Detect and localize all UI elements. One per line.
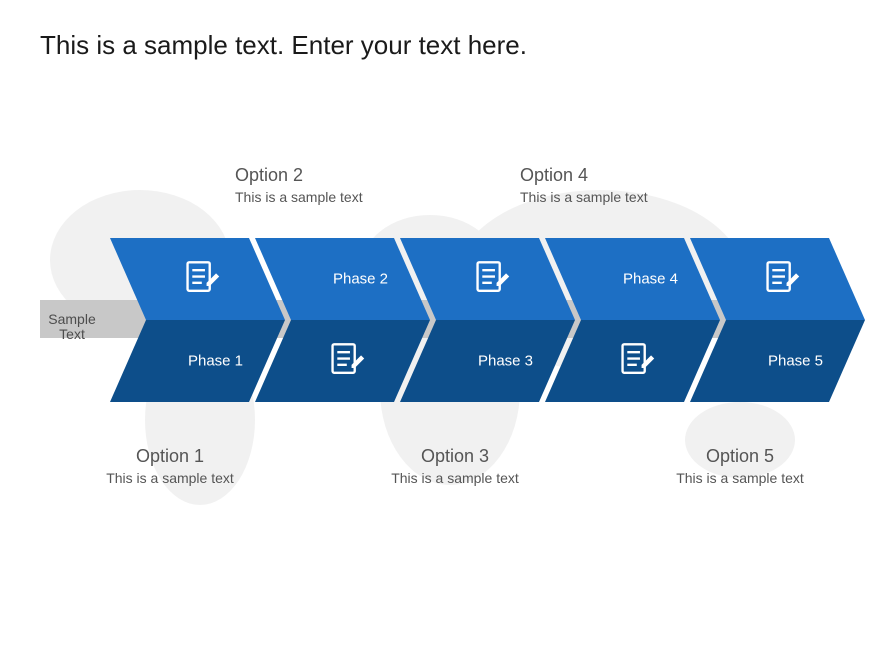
option-sub: This is a sample text — [235, 189, 405, 205]
option-2-callout: Option 2 This is a sample text — [235, 165, 405, 205]
option-title: Option 1 — [85, 446, 255, 467]
option-sub: This is a sample text — [520, 189, 690, 205]
axis-label-line2: Text — [59, 326, 85, 342]
option-title: Option 4 — [520, 165, 690, 186]
axis-label: Sample Text — [42, 312, 102, 343]
option-title: Option 3 — [370, 446, 540, 467]
option-sub: This is a sample text — [370, 470, 540, 486]
option-3-callout: Option 3 This is a sample text — [370, 446, 540, 486]
phase-5-top — [690, 238, 865, 320]
document-edit-icon — [762, 258, 800, 301]
option-sub: This is a sample text — [85, 470, 255, 486]
option-4-callout: Option 4 This is a sample text — [520, 165, 690, 205]
option-title: Option 2 — [235, 165, 405, 186]
phase-5-bottom: Phase 5 — [690, 320, 865, 402]
option-1-callout: Option 1 This is a sample text — [85, 446, 255, 486]
slide-title: This is a sample text. Enter your text h… — [40, 30, 527, 61]
axis-label-line1: Sample — [48, 311, 95, 327]
document-edit-icon — [327, 340, 365, 383]
option-sub: This is a sample text — [655, 470, 825, 486]
option-5-callout: Option 5 This is a sample text — [655, 446, 825, 486]
chevron-row: Phase 1 Phase 2 Phase 3 Phase 4 — [110, 238, 850, 402]
document-edit-icon — [182, 258, 220, 301]
option-title: Option 5 — [655, 446, 825, 467]
document-edit-icon — [617, 340, 655, 383]
document-edit-icon — [472, 258, 510, 301]
